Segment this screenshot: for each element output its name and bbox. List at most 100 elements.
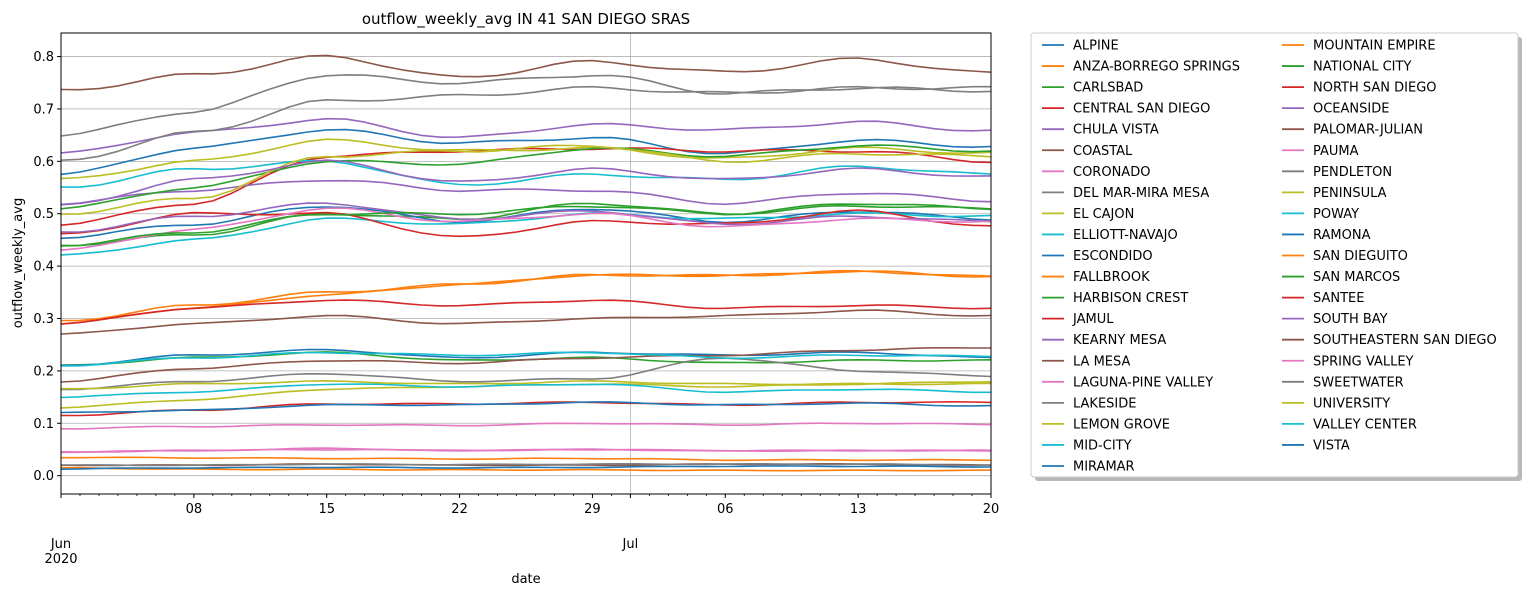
series-line (60, 212, 992, 256)
y-tick-label: 0.5 (33, 207, 54, 222)
legend-label: MOUNTAIN EMPIRE (1313, 39, 1436, 54)
legend-label: KEARNY MESA (1073, 333, 1166, 348)
legend-label: VALLEY CENTER (1313, 417, 1417, 432)
series-line (60, 203, 992, 247)
series-line (60, 466, 992, 472)
legend-label: UNIVERSITY (1313, 396, 1390, 411)
series-line (60, 351, 992, 367)
legend-label: SAN DIEGUITO (1313, 249, 1408, 264)
legend-label: NATIONAL CITY (1313, 60, 1411, 75)
legend-label: POWAY (1313, 207, 1359, 222)
x-tick-label: 13 (850, 502, 867, 517)
legend-label: ELLIOTT-NAVAJO (1073, 228, 1178, 243)
legend-label: ANZA-BORREGO SPRINGS (1073, 60, 1240, 75)
series-line (60, 383, 991, 399)
legend-label: LA MESA (1073, 354, 1130, 369)
series-line (60, 159, 992, 206)
x-tick-label: Jun (50, 537, 71, 552)
y-tick-label: 0.6 (33, 155, 54, 170)
series-line (61, 400, 992, 417)
series-line (60, 147, 992, 226)
y-axis: 0.0 0.1 0.2 0.3 0.4 0.5 0.6 0.7 0.8 (33, 50, 61, 484)
x-tick-label: 15 (318, 502, 335, 517)
series-line (60, 85, 991, 161)
legend-label: HARBISON CREST (1073, 291, 1188, 306)
legend-label: FALLBROOK (1073, 270, 1150, 285)
legend-label: SOUTH BAY (1313, 312, 1388, 327)
legend-label: JAMUL (1072, 312, 1114, 327)
series-line (60, 74, 992, 137)
x-axis-label: date (511, 572, 540, 587)
legend-label: SANTEE (1313, 291, 1364, 306)
legend-label: CARLSBAD (1073, 81, 1143, 96)
legend-label: VISTA (1313, 438, 1350, 453)
series-line (61, 456, 992, 462)
series-line (60, 209, 992, 238)
legend-label: NORTH SAN DIEGO (1313, 81, 1437, 96)
series-line (60, 346, 991, 383)
legend-label: PENDLETON (1313, 165, 1392, 180)
series-line (60, 309, 992, 335)
series-line (60, 138, 992, 180)
series-line (60, 269, 992, 322)
legend-label: SOUTHEASTERN SAN DIEGO (1313, 333, 1497, 348)
x-tick-label: 06 (717, 502, 734, 517)
legend-label: PALOMAR-JULIAN (1313, 123, 1423, 138)
legend-label: ESCONDIDO (1073, 249, 1153, 264)
x-tick-label: 29 (584, 502, 601, 517)
series-line (60, 448, 992, 454)
y-axis-label: outflow_weekly_avg (11, 198, 26, 328)
x-tick-label: 22 (451, 502, 468, 517)
series-line (60, 422, 992, 430)
series-line (60, 54, 992, 91)
series-line (60, 202, 992, 247)
legend-label: EL CAJON (1073, 207, 1134, 222)
y-tick-label: 0.3 (33, 312, 54, 327)
series-layer (60, 54, 992, 472)
series-line (61, 379, 992, 390)
y-tick-label: 0.8 (33, 50, 54, 65)
legend-label: OCEANSIDE (1313, 102, 1389, 117)
series-line (61, 202, 992, 233)
series-line (61, 159, 992, 188)
series-line (60, 462, 992, 467)
legend-label: LAGUNA-PINE VALLEY (1073, 375, 1213, 390)
legend-label: CORONADO (1073, 165, 1150, 180)
series-line (61, 348, 992, 367)
legend-label: RAMONA (1313, 228, 1371, 243)
y-tick-label: 0.2 (33, 364, 54, 379)
legend-label: LAKESIDE (1073, 396, 1136, 411)
series-line (60, 144, 992, 210)
x-tick-sublabel: 2020 (44, 552, 77, 567)
series-line (60, 206, 992, 240)
series-line (60, 465, 992, 470)
legend-label: LEMON GROVE (1073, 417, 1170, 432)
x-tick-label: Jul (622, 537, 639, 552)
legend-label: SPRING VALLEY (1313, 354, 1414, 369)
y-tick-label: 0.4 (33, 260, 54, 275)
legend-label: CHULA VISTA (1073, 123, 1159, 138)
series-line (60, 179, 992, 206)
legend-label: PENINSULA (1313, 186, 1387, 201)
x-tick-label: 08 (186, 502, 203, 517)
legend-label: PAUMA (1313, 144, 1359, 159)
series-line (60, 128, 992, 176)
series-line (60, 401, 992, 414)
legend-label: ALPINE (1073, 39, 1119, 54)
series-line (60, 207, 992, 251)
series-line (60, 299, 992, 325)
y-tick-label: 0.1 (33, 417, 54, 432)
x-tick-label: 20 (983, 502, 1000, 517)
legend-box (1030, 32, 1519, 478)
legend-label: MID-CITY (1073, 438, 1132, 453)
legend-label: MIRAMAR (1073, 460, 1135, 475)
legend-label: SAN MARCOS (1313, 270, 1400, 285)
series-line (60, 144, 992, 215)
legend-label: DEL MAR-MIRA MESA (1073, 186, 1209, 201)
series-line (60, 270, 992, 325)
chart-title: outflow_weekly_avg IN 41 SAN DIEGO SRAS (362, 10, 690, 29)
series-line (60, 357, 992, 391)
legend-label: COASTAL (1073, 144, 1133, 159)
